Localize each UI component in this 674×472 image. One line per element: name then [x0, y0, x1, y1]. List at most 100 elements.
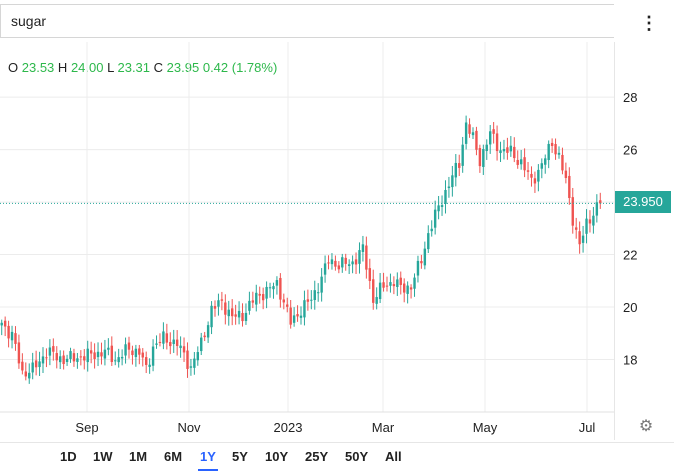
- range-button-1d[interactable]: 1D: [60, 449, 77, 464]
- gear-icon[interactable]: ⚙: [638, 418, 654, 435]
- candle-body: [55, 353, 58, 361]
- close-value: 23.95: [166, 60, 200, 75]
- range-button-25y[interactable]: 25Y: [305, 449, 329, 464]
- candle-body: [495, 133, 499, 152]
- candle-body: [509, 145, 513, 152]
- candle-body: [550, 142, 554, 146]
- candle-body: [182, 346, 186, 353]
- candle-body: [306, 299, 310, 302]
- candle-body: [430, 228, 433, 232]
- range-button-6m[interactable]: 6M: [164, 449, 183, 464]
- candle-body: [406, 285, 409, 294]
- candle-body: [354, 259, 358, 265]
- candle-body: [151, 346, 155, 366]
- candle-body: [399, 277, 402, 285]
- candle-body: [17, 342, 21, 364]
- y-tick-label: 18: [623, 353, 637, 368]
- candle-body: [588, 219, 592, 224]
- candle-body: [210, 305, 213, 328]
- candle-body: [217, 300, 220, 307]
- range-button-1y[interactable]: 1Y: [198, 449, 218, 471]
- candle-body: [451, 175, 454, 188]
- low-value: 23.31: [117, 60, 151, 75]
- candle-body: [519, 159, 523, 165]
- candle-body: [365, 245, 368, 270]
- candle-body: [279, 277, 282, 300]
- candle-body: [458, 163, 461, 168]
- candle-body: [413, 277, 416, 289]
- candle-body: [368, 268, 372, 281]
- y-tick-label: 28: [623, 90, 637, 105]
- candle-body: [378, 282, 382, 300]
- candle-body: [296, 314, 299, 317]
- range-button-all[interactable]: All: [385, 449, 402, 464]
- candle-body: [375, 297, 378, 304]
- range-button-1w[interactable]: 1W: [93, 449, 113, 464]
- candle-body: [230, 308, 234, 317]
- candle-body: [0, 322, 3, 326]
- close-label: C: [153, 60, 164, 75]
- candle-body: [158, 341, 162, 343]
- candle-body: [358, 250, 361, 264]
- candle-body: [10, 331, 14, 341]
- candle-body: [337, 265, 341, 270]
- candle-body: [79, 356, 83, 358]
- candle-body: [554, 144, 557, 155]
- candle-body: [76, 358, 79, 362]
- candle-body: [234, 314, 237, 317]
- candle-body: [72, 353, 76, 362]
- candle-body: [506, 147, 509, 153]
- candle-body: [292, 315, 296, 323]
- ohlc-legend: O 23.53 H 24.00 L 23.31 C 23.95 0.42 (1.…: [8, 60, 277, 75]
- candle-body: [86, 348, 89, 363]
- candle-body: [320, 276, 323, 293]
- candle-body: [347, 264, 351, 266]
- candle-body: [382, 282, 385, 288]
- range-button-10y[interactable]: 10Y: [265, 449, 289, 464]
- candle-body: [83, 356, 86, 361]
- candle-body: [48, 347, 52, 356]
- candle-body: [396, 279, 399, 287]
- candle-body: [420, 261, 423, 264]
- candle-body: [141, 352, 144, 358]
- candle-body: [162, 331, 165, 344]
- candle-body: [138, 348, 141, 355]
- y-tick-label: 20: [623, 300, 637, 315]
- more-vertical-icon[interactable]: ⋮: [640, 13, 658, 33]
- candle-body: [530, 173, 533, 178]
- range-button-1m[interactable]: 1M: [129, 449, 148, 464]
- candle-body: [427, 233, 430, 250]
- candle-body: [213, 306, 217, 309]
- candle-body: [69, 351, 72, 359]
- candle-body: [592, 215, 595, 226]
- candle-body: [516, 159, 519, 165]
- candle-body: [7, 325, 10, 339]
- candle-body: [372, 279, 375, 303]
- candle-body: [241, 312, 244, 322]
- candle-body: [175, 339, 179, 346]
- candle-body: [461, 144, 464, 166]
- candle-body: [513, 146, 516, 159]
- candle-body: [172, 339, 175, 345]
- search-input[interactable]: [0, 4, 614, 38]
- candle-body: [323, 263, 327, 275]
- candle-body: [351, 261, 354, 265]
- candle-body: [564, 170, 568, 178]
- x-tick-label: Jul: [579, 420, 596, 435]
- candle-body: [385, 285, 389, 287]
- candle-body: [31, 362, 34, 373]
- candle-body: [96, 351, 100, 358]
- open-value: 23.53: [21, 60, 55, 75]
- candle-body: [361, 244, 365, 252]
- price-chart[interactable]: 18 20 22 26 28 Sep Nov 2023 Mar May Jul: [0, 42, 674, 442]
- candle-body: [599, 200, 602, 204]
- range-button-5y[interactable]: 5Y: [232, 449, 248, 464]
- candle-body: [344, 257, 347, 264]
- range-button-50y[interactable]: 50Y: [345, 449, 369, 464]
- candle-body: [45, 357, 48, 359]
- candle-body: [165, 333, 169, 343]
- candle-body: [100, 352, 103, 357]
- candle-body: [186, 350, 189, 369]
- candle-body: [595, 202, 599, 216]
- candle-body: [526, 170, 530, 172]
